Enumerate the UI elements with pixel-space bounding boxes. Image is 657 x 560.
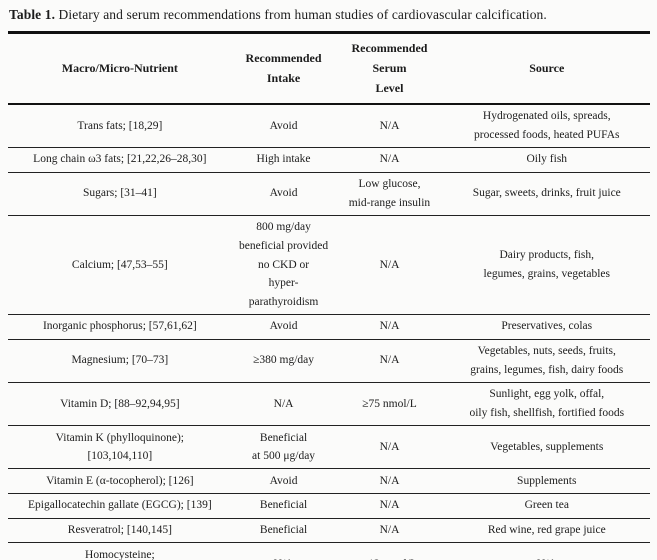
cell-serum: N/A [334, 517, 445, 543]
cell-source: Vegetables, supplements [444, 425, 650, 469]
recommendations-table: Macro/Micro-Nutrient Recommended Intake … [7, 30, 650, 560]
cell-source: Sugar, sweets, drinks, fruit juice [444, 171, 650, 216]
cell-nutrient: Vitamin D; [88–92,94,95] [7, 381, 233, 426]
table-title-label: Table 1. [9, 7, 56, 22]
cell-nutrient: Vitamin K (phylloquinone); [103,104,110] [7, 425, 233, 469]
cell-serum: N/A [334, 492, 445, 519]
cell-serum: N/A [379, 119, 400, 132]
cell-source: Oily fish [444, 146, 650, 173]
table-row: Inorganic phosphorus; [57,61,62] Avoid N… [7, 313, 650, 340]
cell-serum: ≤12 μmol/L [334, 542, 445, 560]
cell-intake: Avoid [232, 468, 335, 494]
table-row: Calcium; [47,53–55] 800 mg/day beneficia… [7, 214, 650, 315]
table-row: Trans fats; [18,29] Avoid N/A Hydrogenat… [8, 104, 650, 148]
cell-source: N/A [444, 542, 650, 560]
cell-nutrient: Long chain ω3 fats; [21,22,26–28,30] [7, 146, 233, 173]
cell-serum: N/A [334, 425, 445, 469]
table-row: Sugars; [31–41] Avoid Low glucose, mid-r… [7, 171, 650, 216]
cell-intake: Beneficial [232, 517, 335, 543]
cell-source: Green tea [444, 492, 650, 519]
cell-nutrient: Epigallocatechin gallate (EGCG); [139] [7, 492, 233, 519]
cell-source: Hydrogenated oils, spreads, processed fo… [474, 110, 620, 141]
cell-nutrient: Calcium; [47,53–55] [7, 214, 233, 315]
cell-serum: N/A [334, 313, 445, 340]
table-row: Epigallocatechin gallate (EGCG); [139] B… [7, 492, 650, 519]
cell-serum: N/A [334, 146, 445, 173]
column-header-nutrient: Macro/Micro-Nutrient [7, 32, 233, 105]
cell-nutrient: Vitamin E (α-tocopherol); [126] [7, 468, 233, 494]
table-title-text: Dietary and serum recommendations from h… [55, 7, 547, 22]
cell-nutrient: Homocysteine; [156–159,161,162] [7, 542, 233, 560]
table-header: Macro/Micro-Nutrient Recommended Intake … [7, 32, 650, 105]
cell-nutrient: Magnesium; [70–73] [7, 338, 233, 383]
table-row: Magnesium; [70–73] ≥380 mg/day N/A Veget… [7, 338, 650, 383]
cell-nutrient: Resveratrol; [140,145] [7, 517, 233, 543]
cell-intake: ≥380 mg/day [232, 338, 335, 383]
cell-source: Dairy products, fish, legumes, grains, v… [444, 214, 650, 315]
table-row: Vitamin K (phylloquinone); [103,104,110]… [7, 425, 650, 469]
column-header-serum: Recommended Serum Level [334, 32, 445, 105]
cell-intake: Avoid [269, 119, 298, 132]
cell-serum: ≥75 nmol/L [334, 381, 445, 426]
cell-intake: Avoid [232, 171, 335, 216]
table-row: Homocysteine; [156–159,161,162] N/A ≤12 … [7, 542, 650, 560]
column-header-intake: Recommended Intake [232, 32, 335, 105]
cell-serum: N/A [334, 468, 445, 494]
cell-source: Red wine, red grape juice [444, 517, 650, 543]
table-row: Resveratrol; [140,145] Beneficial N/A Re… [7, 517, 650, 543]
cell-nutrient: Inorganic phosphorus; [57,61,62] [7, 313, 233, 340]
cell-source: Supplements [444, 468, 650, 494]
cell-nutrient: Sugars; [31–41] [7, 171, 233, 216]
cell-intake: Avoid [232, 313, 335, 340]
cell-intake: Beneficial at 500 μg/day [232, 425, 335, 469]
cell-intake: N/A [232, 381, 335, 426]
cell-intake: N/A [232, 542, 335, 560]
header-row: Macro/Micro-Nutrient Recommended Intake … [7, 32, 650, 105]
cell-source: Preservatives, colas [444, 313, 650, 340]
cell-source: Vegetables, nuts, seeds, fruits, grains,… [444, 338, 650, 383]
cell-intake: High intake [232, 146, 335, 173]
cell-serum: N/A [334, 338, 445, 383]
column-header-source: Source [444, 32, 650, 105]
cell-intake: 800 mg/day beneficial provided no CKD or… [232, 214, 335, 315]
table-title: Table 1. Dietary and serum recommendatio… [9, 6, 650, 24]
table-row: Vitamin D; [88–92,94,95] N/A ≥75 nmol/L … [7, 381, 650, 426]
cell-serum: N/A [334, 214, 445, 315]
table-row: Long chain ω3 fats; [21,22,26–28,30] Hig… [7, 146, 650, 173]
cell-serum: Low glucose, mid-range insulin [334, 171, 445, 216]
table-row: Vitamin E (α-tocopherol); [126] Avoid N/… [7, 468, 650, 494]
cell-nutrient: Trans fats; [18,29] [77, 119, 163, 132]
table-body: Trans fats; [18,29] Avoid N/A Hydrogenat… [7, 104, 650, 560]
cell-intake: Beneficial [232, 492, 335, 519]
cell-source: Sunlight, egg yolk, offal, oily fish, sh… [444, 381, 650, 426]
